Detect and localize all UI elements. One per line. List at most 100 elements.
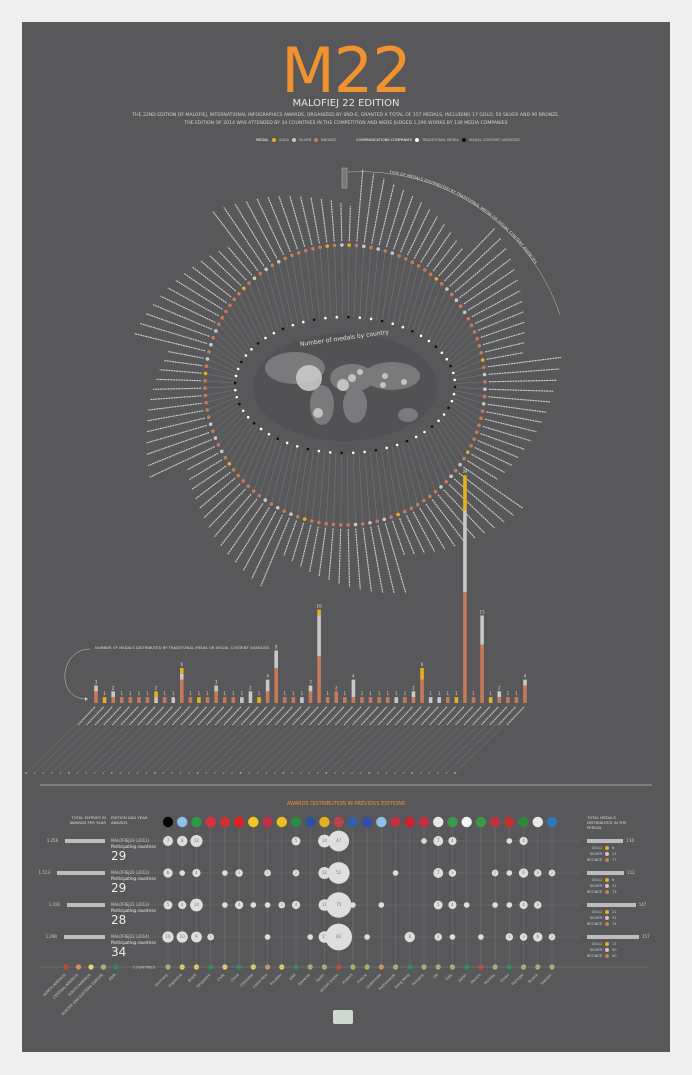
bar-value-label: 4 [266, 674, 269, 679]
entry-label [482, 425, 531, 442]
connector-line [272, 265, 289, 327]
bar-leader-line [34, 704, 105, 774]
company-dot [427, 339, 431, 343]
connector-line [392, 258, 406, 324]
company-dot [259, 427, 263, 431]
medal-bubble [190, 834, 203, 848]
entry-label [175, 279, 223, 310]
connector-line [454, 381, 485, 384]
connector-line [334, 245, 337, 318]
medal-legend: MEDAL GOLD SILVER BRONZE [256, 138, 336, 142]
connector-line [376, 250, 386, 320]
participating-label: Participating countries [111, 908, 156, 913]
bar-leader-dot [419, 772, 422, 774]
flag-icon-mexico [475, 816, 487, 828]
entry-label [477, 440, 519, 459]
bar-segment-bronze [420, 679, 424, 703]
bar-category-label [249, 706, 267, 726]
connector-line [396, 444, 412, 509]
entry-label [208, 488, 246, 528]
medal-dot [396, 512, 400, 517]
entry-label [234, 203, 271, 263]
bar-category-label [480, 706, 499, 726]
connector-line [353, 245, 357, 318]
bar-category-label [120, 706, 139, 726]
bar-leader-line [437, 704, 508, 774]
connector-line [365, 247, 372, 319]
bar-leader-dot [93, 772, 96, 774]
entry-label [160, 295, 216, 324]
medal-bubble [307, 934, 314, 940]
gold-count: 8 [612, 878, 615, 882]
bar-segment-bronze [274, 667, 278, 703]
flag-icon-uk [433, 816, 444, 828]
connector-line [375, 450, 385, 520]
flag-icon-guatemala [376, 816, 387, 828]
country-bubble [357, 369, 363, 375]
entry-label [218, 250, 247, 281]
medal-dot [483, 387, 487, 391]
entry-label [139, 322, 208, 345]
connector-line [450, 345, 480, 367]
bar-leader-line [360, 704, 431, 774]
medal-dot [482, 365, 486, 370]
connector-line [278, 261, 294, 326]
bar-leader-line [171, 704, 242, 774]
company-dot [453, 385, 457, 389]
entry-label [484, 418, 537, 433]
medal-bubble [192, 868, 201, 878]
country-bubble [380, 382, 386, 388]
medal-dot [205, 357, 210, 361]
medal-bubble-value: 12 [194, 838, 200, 843]
medal-dot [339, 523, 343, 527]
entry-label [371, 178, 385, 244]
company-dot [449, 364, 452, 368]
connector-line [215, 410, 244, 439]
edition-name: MALOFIEJ22 (2014) [111, 934, 150, 939]
country-bubble [313, 408, 323, 418]
bar-leader-dot [351, 772, 353, 774]
poster-subtitle: MALOFIEJ 22 EDITION [292, 98, 400, 109]
connector-line [438, 312, 465, 350]
bar-leader-line [111, 704, 182, 774]
medal-dot [251, 489, 256, 493]
bar-leader-line [420, 704, 491, 774]
gold-count: 17 [612, 942, 617, 946]
bar-category-label [137, 706, 156, 726]
connector-line [319, 247, 326, 319]
bar-category-label [232, 706, 250, 726]
bar-leader-dot [68, 772, 70, 774]
bar-category-label [412, 706, 430, 726]
bar-category-label [446, 706, 465, 726]
connector-line [381, 449, 392, 518]
bar-value-label: 1 [120, 691, 123, 696]
bar-leader-dot [342, 772, 345, 774]
medal-dot [205, 408, 210, 412]
entry-label [399, 518, 415, 555]
bar-segment-bronze [343, 697, 347, 703]
bar-category-label [403, 706, 422, 726]
connector-line [358, 452, 363, 524]
company-dot [380, 319, 384, 323]
connector-line [364, 451, 371, 523]
connector-line [212, 407, 242, 432]
bar-leader-line [154, 704, 225, 774]
company-dot [328, 451, 332, 454]
bar-category-label [300, 706, 319, 726]
bar-leader-dot [394, 772, 396, 774]
medal-dot [302, 517, 307, 521]
connector-line [348, 245, 350, 318]
medal-bubble [478, 934, 484, 940]
entry-label [348, 206, 351, 242]
medal-bubble-value: 6 [537, 934, 540, 939]
entry-label [419, 507, 446, 550]
connector-line [431, 426, 456, 471]
bar-segment-silver [523, 679, 527, 686]
medal-dot [479, 351, 484, 355]
bar-segment-bronze [180, 679, 184, 703]
entry-label [392, 520, 405, 556]
bronze-dot-icon [605, 890, 609, 894]
connector-line [381, 253, 393, 322]
total-medals-bar [587, 871, 625, 875]
participating-label: Participating countries [111, 876, 156, 881]
